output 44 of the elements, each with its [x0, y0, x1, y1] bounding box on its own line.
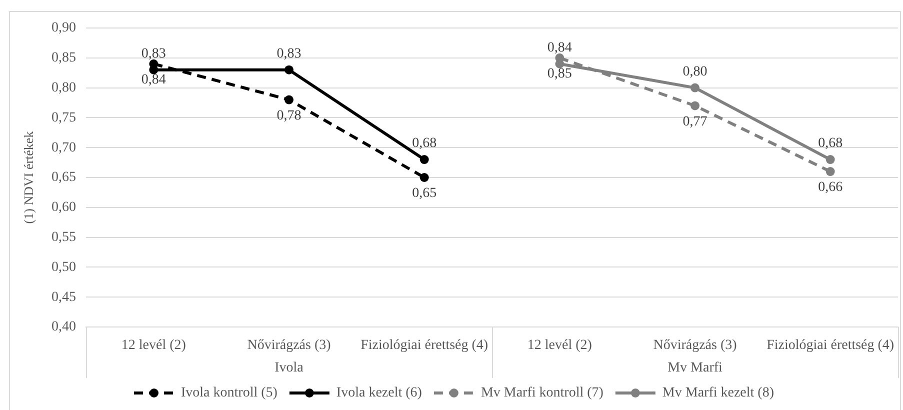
data-label: 0,66 [818, 180, 843, 196]
point [690, 83, 700, 92]
data-label: 0,83 [141, 46, 166, 62]
x-tick-label: Nővirágzás (3) [653, 338, 738, 354]
x-tick-label: Fiziológiai érettség (4) [766, 338, 894, 354]
x-tick-label: Fiziológiai érettség (4) [360, 338, 488, 354]
point [420, 155, 429, 164]
legend-label: Ivola kezelt (6) [336, 386, 422, 401]
data-label: 0,77 [682, 114, 708, 130]
x-tick-label: 12 levél (2) [527, 338, 592, 354]
y-axis-title: (1) NDVI értékek [21, 130, 36, 224]
point [690, 101, 700, 110]
point [826, 155, 835, 164]
data-label: 0,68 [818, 136, 843, 152]
y-tick-label: 0,85 [52, 50, 76, 66]
data-label: 0,78 [276, 108, 302, 124]
legend-label: Mv Marfi kontroll (7) [480, 386, 604, 401]
data-label: 0,85 [547, 66, 572, 82]
data-label: 0,68 [412, 136, 437, 152]
y-tick-label: 0,80 [52, 80, 76, 96]
x-tick-label: 12 levél (2) [121, 338, 186, 354]
data-label: 0,65 [412, 186, 437, 202]
text: Ivola [274, 360, 304, 376]
point [284, 95, 294, 104]
data-label: 0,84 [547, 40, 572, 56]
data-label: 0,83 [276, 46, 302, 62]
point [284, 65, 294, 74]
y-tick-label: 0,60 [52, 200, 76, 216]
x-tick-label: Nővirágzás (3) [247, 338, 332, 354]
legend-label: Mv Marfi kezelt (8) [662, 386, 774, 401]
y-tick-label: 0,90 [52, 20, 76, 36]
y-tick-label: 0,65 [52, 170, 76, 186]
y-tick-label: 0,55 [52, 230, 76, 245]
y-tick-label: 0,50 [52, 260, 76, 275]
y-tick-label: 0,40 [52, 320, 76, 335]
text: Mv Marfi [668, 360, 723, 376]
y-tick-label: 0,75 [52, 110, 76, 126]
legend-label: Ivola kontroll (5) [181, 386, 278, 401]
point [420, 173, 429, 182]
data-label: 0,80 [682, 64, 708, 80]
point [826, 167, 835, 176]
y-tick-label: 0,70 [52, 140, 76, 156]
y-tick-label: 0,45 [52, 290, 76, 305]
data-label: 0,84 [141, 72, 166, 88]
